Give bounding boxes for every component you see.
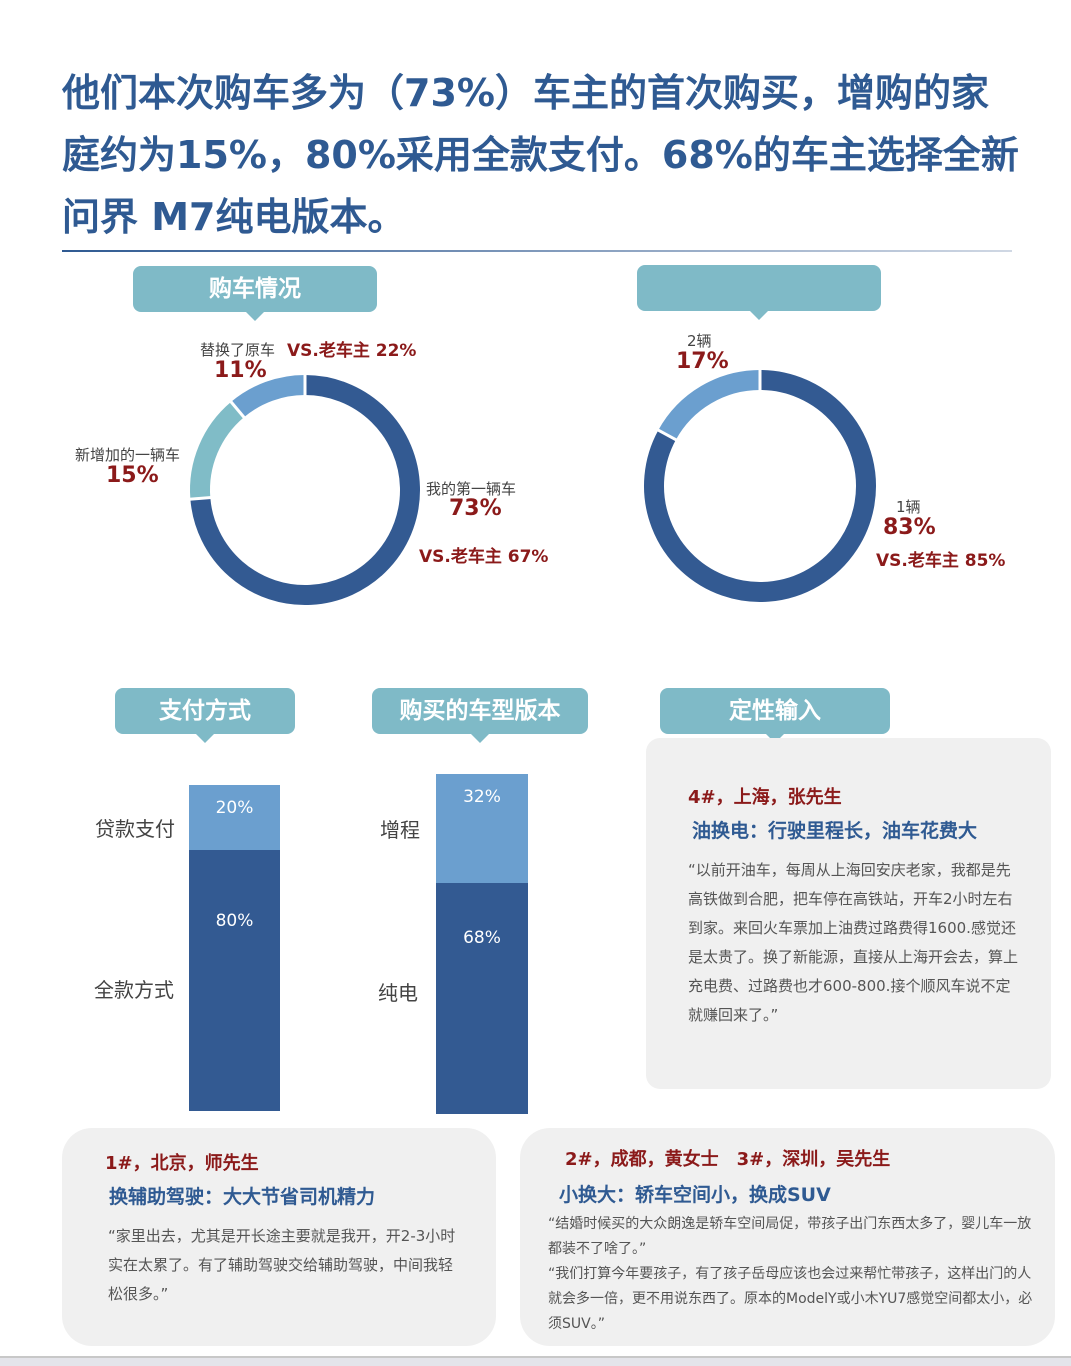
donut-slice [190,401,245,500]
slice-label: 2辆 [687,332,712,350]
slice-pct: 17% [676,349,729,374]
slice-label: 替换了原车 [200,341,276,359]
vs-label: VS.老车主 22% [287,341,417,361]
respondent: 1#，北京，师先生 [105,1153,259,1174]
bar-label: 20% [215,798,254,818]
quote-text: “结婚时候买的大众朗逸是轿车空间局促，带孩子出门东西太多了，婴儿车一放都装不了啥… [548,1212,1043,1337]
slice-label: 1辆 [896,498,921,516]
quote-headline: 油换电：行驶里程长，油车花费大 [692,820,978,842]
bottom-toolbar [0,1356,1071,1366]
slice-label: 我的第一辆车 [426,480,517,498]
tab-second [637,265,881,320]
stacked-bar-version: 32% 68% [436,774,528,1114]
respondent: 4#，上海，张先生 [688,787,842,808]
slice-pct: 11% [214,358,267,383]
donut-count [644,369,876,602]
bar-category: 全款方式 [94,978,174,1002]
quote-card-2-3: 2#，成都，黄女士 3#，深圳，吴先生 小换大：轿车空间小，换成SUV “结婚时… [520,1128,1055,1346]
bar-category: 纯电 [378,981,418,1005]
stacked-bar-payment: 20% 80% [189,785,280,1111]
donut-slice [231,375,306,418]
quote-text: “家里出去，尤其是开长途主要就是我开，开2-3小时实在太累了。有了辅助驾驶交给辅… [108,1227,456,1303]
vs-label: VS.老车主 85% [876,551,1006,571]
quote-card-1: 1#，北京，师先生 换辅助驾驶：大大节省司机精力 “家里出去，尤其是开长途主要就… [62,1128,496,1346]
tab-version: 购买的车型版本 [372,688,588,743]
donut-slice [644,370,876,602]
bar-segment-erev: 32% [436,774,528,883]
bar-segment-full: 80% [189,850,280,1111]
slice-pct: 73% [449,496,502,521]
donut-purchase [189,374,420,605]
bar-label: 80% [215,910,254,931]
bar-label: 32% [463,787,501,807]
vs-label: VS.老车主 67% [419,547,549,567]
bar-category: 贷款支付 [95,817,175,841]
tab-purchase: 购车情况 [133,266,377,321]
divider [62,250,1012,252]
slice-gap [189,495,212,501]
tab-qualitative: 定性输入 [660,688,890,743]
slice-pct: 83% [883,515,936,540]
slice-label: 新增加的一辆车 [75,446,181,464]
donut-charts [189,369,876,605]
slice-gap [229,400,246,419]
quote-paragraph: “我们打算今年要孩子，有了孩子岳母应该也会过来帮忙带孩子，这样出门的人就会多一倍… [548,1266,1033,1332]
donut-slice [658,370,761,440]
quote-headline: 换辅助驾驶：大大节省司机精力 [109,1186,376,1208]
respondent: 2#，成都，黄女士 3#，深圳，吴先生 [565,1149,891,1170]
tab-payment: 支付方式 [115,688,295,743]
page-title: 他们本次购车多为（73%）车主的首次购买，增购的家庭约为15%，80%采用全款支… [62,71,1019,239]
slice-pct: 15% [106,463,159,488]
quote-card-4: 4#，上海，张先生 油换电：行驶里程长，油车花费大 “以前开油车，每周从上海回安… [646,738,1051,1089]
bar-segment-bev: 68% [436,882,528,1114]
slice-gap [656,428,678,442]
quote-headline: 小换大：轿车空间小，换成SUV [559,1184,831,1206]
bar-label: 68% [463,928,501,949]
quote-paragraph: “结婚时候买的大众朗逸是轿车空间局促，带孩子出门东西太多了，婴儿车一放都装不了啥… [548,1216,1032,1257]
bar-category: 增程 [380,818,420,842]
bar-segment-loan: 20% [189,785,280,851]
donut-slice [190,375,420,605]
quote-text: “以前开油车，每周从上海回安庆老家，我都是先高铁做到合肥，把车停在高铁站，开车2… [688,861,1019,1024]
